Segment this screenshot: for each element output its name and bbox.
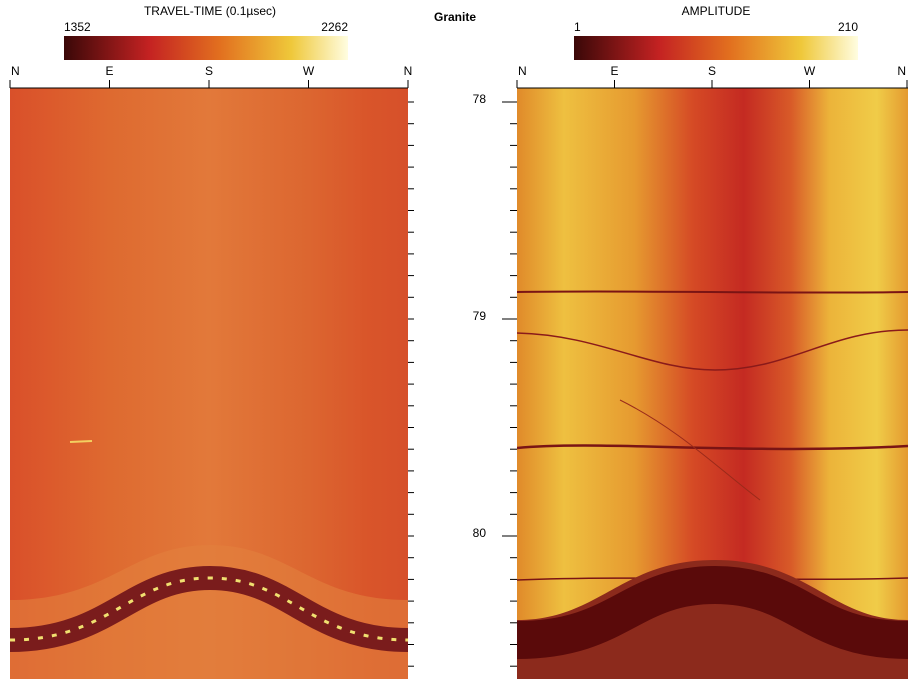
travel-time-image xyxy=(10,88,408,679)
azimuth-label: N xyxy=(897,64,906,78)
azimuth-label: N xyxy=(11,64,20,78)
azimuth-label: W xyxy=(303,64,315,78)
colorbar-max: 210 xyxy=(838,20,858,34)
azimuth-label: N xyxy=(404,64,413,78)
colorbar-min: 1 xyxy=(574,20,581,34)
depth-label: 79 xyxy=(473,309,487,323)
depth-label: 78 xyxy=(473,92,487,106)
azimuth-label: S xyxy=(205,64,213,78)
colorbar-min: 1352 xyxy=(64,20,91,34)
panel-title: TRAVEL-TIME (0.1µsec) xyxy=(144,4,276,18)
amplitude-image xyxy=(517,88,908,679)
colorbar xyxy=(574,36,858,60)
azimuth-label: W xyxy=(804,64,816,78)
azimuth-label: N xyxy=(518,64,527,78)
panel-title: AMPLITUDE xyxy=(682,4,751,18)
colorbar xyxy=(64,36,348,60)
azimuth-label: E xyxy=(105,64,113,78)
depth-label: 80 xyxy=(473,526,487,540)
azimuth-label: S xyxy=(708,64,716,78)
formation-label: Granite xyxy=(434,10,476,24)
colorbar-max: 2262 xyxy=(321,20,348,34)
azimuth-label: E xyxy=(610,64,618,78)
